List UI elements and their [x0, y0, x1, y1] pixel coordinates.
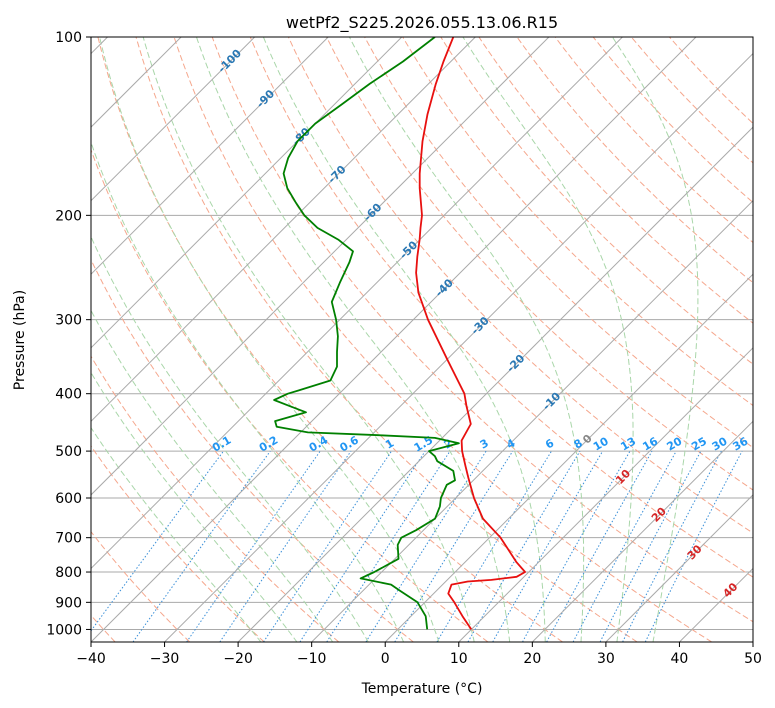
x-tick-label: 20: [523, 651, 541, 667]
temperature-profile: [415, 37, 526, 630]
isotherm: [91, 37, 623, 570]
isotherm: [91, 37, 550, 496]
x-tick-label: 0: [381, 651, 390, 667]
moist-adiabat: [91, 426, 262, 642]
isotherm: [237, 126, 753, 642]
mixing-ratio-line: [91, 450, 224, 632]
dry-adiabat: [478, 37, 753, 324]
mixing-ratio-line: [186, 450, 321, 642]
mixing-ratio-line: [572, 450, 677, 642]
y-tick-label: 100: [55, 30, 82, 46]
x-tick-label: −30: [150, 651, 180, 667]
x-tick-label: −10: [297, 651, 327, 667]
dry-adiabat: [554, 37, 753, 244]
y-axis-ticks: 1000 900 800 700 600 500 400 300 200 100: [46, 30, 91, 638]
dry-adiabat: [135, 37, 638, 642]
mixing-ratio-line: [622, 450, 722, 642]
isotherm: [91, 37, 476, 423]
dry-adiabat: [630, 37, 753, 164]
plot-frame: [90, 36, 754, 643]
dry-adiabat: [440, 37, 753, 365]
x-axis-label: Temperature (°C): [361, 681, 483, 697]
isotherm: [164, 52, 753, 642]
profile-series: [273, 37, 526, 630]
y-tick-label: 500: [55, 444, 82, 460]
x-axis-ticks: −40 −30 −20 −10 0 10 20 30 40 50: [76, 642, 762, 667]
mixing-ratio-line: [326, 450, 451, 642]
mixing-ratio-line: [219, 450, 352, 642]
chart-title: wetPf2_S225.2026.055.13.06.R15: [286, 13, 558, 33]
moist-adiabat: [262, 37, 546, 642]
y-tick-label: 200: [55, 208, 82, 224]
y-tick-label: 600: [55, 491, 82, 507]
moist-adiabat: [91, 235, 369, 642]
plot-area: -100-90-80-70-60-50-40-30-20-10010203040…: [91, 37, 753, 642]
moist-adiabat: [142, 37, 475, 642]
isotherm: [531, 420, 753, 642]
mixing-ratio-line: [492, 450, 604, 642]
x-tick-label: 40: [671, 651, 689, 667]
dry-adiabat: [287, 37, 753, 534]
dry-adiabat: [249, 37, 753, 578]
mixing-ratio-line: [394, 450, 514, 642]
x-tick-label: 50: [744, 651, 762, 667]
x-tick-label: 10: [450, 651, 468, 667]
moist-adiabat: [348, 37, 585, 642]
moist-adiabat: [91, 371, 298, 642]
y-axis-label: Pressure (hPa): [12, 290, 28, 390]
dry-adiabat: [91, 148, 489, 642]
y-tick-label: 800: [55, 565, 82, 581]
isotherm: [91, 37, 329, 275]
dry-adiabats: [91, 37, 753, 642]
dry-adiabat: [97, 37, 563, 642]
mixing-ratio-line: [599, 450, 702, 642]
moist-adiabat: [99, 37, 440, 642]
dewpoint-profile: [273, 37, 460, 630]
x-tick-label: −20: [223, 651, 253, 667]
moist-adiabat: [91, 140, 405, 642]
isotherm: [384, 273, 753, 642]
mixing-ratio-line: [299, 450, 426, 642]
mixing-ratio-line: [522, 450, 631, 642]
isotherm: [458, 347, 753, 642]
dry-adiabat: [326, 37, 753, 491]
isotherm: [91, 37, 697, 642]
dry-adiabat: [592, 37, 753, 204]
dry-adiabat: [211, 37, 753, 623]
mixing-ratio-line: [132, 450, 271, 642]
isotherm: [605, 494, 753, 642]
mixing-ratio-line: [644, 450, 743, 642]
y-tick-label: 300: [55, 313, 82, 329]
dry-adiabat: [516, 37, 753, 284]
x-tick-label: −40: [76, 651, 106, 667]
dry-adiabat: [91, 355, 340, 642]
y-tick-label: 400: [55, 387, 82, 403]
y-tick-label: 1000: [46, 622, 82, 638]
isotherms: [91, 37, 753, 642]
dry-adiabat: [402, 37, 753, 407]
isotherm: [91, 37, 256, 202]
dry-adiabat: [91, 530, 191, 642]
mixing-ratio-line: [365, 450, 487, 642]
x-tick-label: 30: [597, 651, 615, 667]
y-tick-label: 900: [55, 595, 82, 611]
moist-adiabat: [611, 37, 699, 642]
y-tick-label: 700: [55, 531, 82, 547]
isotherm: [311, 199, 753, 642]
